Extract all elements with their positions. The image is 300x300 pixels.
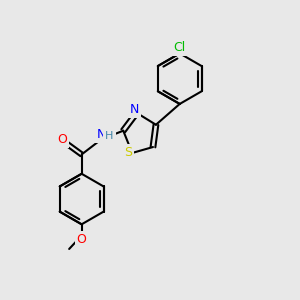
Text: O: O xyxy=(57,133,67,146)
Text: N: N xyxy=(96,128,106,141)
Text: O: O xyxy=(77,233,87,246)
Text: H: H xyxy=(105,131,113,141)
Text: S: S xyxy=(124,146,132,160)
Text: Cl: Cl xyxy=(174,41,186,54)
Text: N: N xyxy=(130,103,139,116)
